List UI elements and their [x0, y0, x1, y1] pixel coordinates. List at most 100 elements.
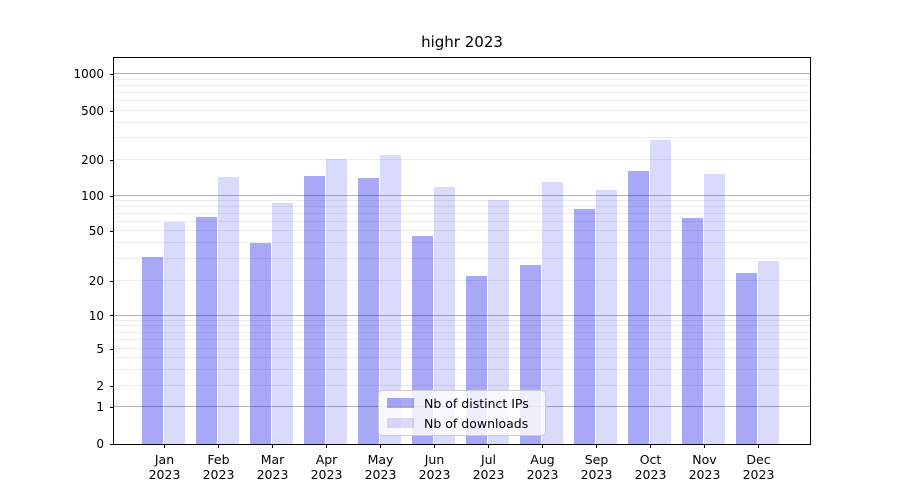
x-tick-label-mar: Mar 2023 [246, 452, 300, 482]
x-tick-mark-jul [488, 444, 489, 448]
gridline-8 [114, 325, 810, 327]
gridline-50 [114, 230, 810, 231]
x-tick-label-may: May 2023 [354, 452, 408, 482]
x-tick-year: 2023 [634, 467, 667, 482]
gridline-60 [114, 220, 810, 222]
bar-nb-of-distinct-ips-feb [195, 216, 218, 444]
y-tick-label-10: 10 [88, 308, 104, 323]
bar-nb-of-distinct-ips-sep [573, 208, 596, 444]
x-tick-mark-jan [164, 444, 165, 448]
y-tick-label-200: 200 [81, 153, 104, 167]
y-tick-label-50: 50 [88, 224, 104, 238]
x-tick-year: 2023 [148, 467, 181, 482]
y-tick-mark-0 [110, 443, 114, 445]
x-tick-year: 2023 [742, 467, 775, 482]
gridline-7 [114, 331, 810, 333]
y-tick-label-500: 500 [81, 104, 104, 118]
x-tick-label-dec: Dec 2023 [732, 452, 786, 482]
y-tick-mark-50 [110, 230, 114, 232]
y-tick-mark-200 [110, 159, 114, 161]
bar-nb-of-downloads-dec [757, 260, 780, 444]
x-tick-mark-may [380, 444, 381, 448]
gridline-70 [114, 213, 810, 214]
gridline-500 [114, 110, 810, 111]
y-tick-mark-1 [110, 406, 114, 408]
x-tick-month: Feb [207, 452, 230, 467]
bar-nb-of-downloads-may [379, 154, 402, 444]
y-tick-mark-100 [110, 195, 114, 197]
x-tick-label-jun: Jun 2023 [408, 452, 462, 482]
bar-nb-of-downloads-sep [595, 189, 618, 444]
bar-nb-of-distinct-ips-jan [141, 257, 164, 444]
gridline-5 [114, 348, 810, 349]
x-tick-month: Apr [315, 452, 338, 467]
x-tick-label-oct: Oct 2023 [624, 452, 678, 482]
x-tick-year: 2023 [310, 467, 343, 482]
bar-nb-of-distinct-ips-may [357, 178, 380, 444]
gridline-6 [114, 339, 810, 341]
y-tick-mark-5 [110, 348, 114, 350]
bar-nb-of-downloads-jan [163, 221, 186, 444]
x-tick-month: Dec [746, 452, 771, 467]
x-tick-mark-apr [326, 444, 327, 448]
x-tick-year: 2023 [472, 467, 505, 482]
chart-title: highr 2023 [421, 33, 503, 51]
x-tick-month: Jan [154, 452, 175, 467]
y-tick-label-0: 0 [96, 437, 104, 451]
gridline-900 [114, 78, 810, 80]
legend: Nb of distinct IPs Nb of downloads [378, 390, 546, 436]
y-tick-mark-500 [110, 110, 114, 112]
gridline-3 [114, 368, 810, 370]
gridline-30 [114, 257, 810, 259]
y-tick-label-1000: 1000 [73, 67, 104, 81]
x-tick-year: 2023 [256, 467, 289, 482]
y-tick-label-2: 2 [96, 379, 104, 393]
gridline-400 [114, 121, 810, 123]
x-tick-month: Sep [584, 452, 609, 467]
bar-nb-of-downloads-aug [541, 182, 564, 444]
x-tick-mark-sep [596, 444, 597, 448]
legend-label-downloads: Nb of downloads [424, 415, 529, 431]
bar-nb-of-downloads-jul [487, 200, 510, 444]
x-tick-year: 2023 [418, 467, 451, 482]
gridline-700 [114, 92, 810, 94]
bar-nb-of-downloads-jun [433, 186, 456, 444]
gridline-40 [114, 242, 810, 244]
gridline-90 [114, 200, 810, 202]
y-tick-label-20: 20 [88, 274, 104, 288]
x-tick-month: Jun [424, 452, 445, 467]
bar-nb-of-distinct-ips-dec [735, 273, 758, 444]
gridline-80 [114, 206, 810, 208]
gridline-300 [114, 137, 810, 139]
gridline-800 [114, 84, 810, 86]
bar-nb-of-downloads-feb [217, 177, 240, 444]
y-tick-label-1: 1 [96, 400, 104, 414]
bar-nb-of-distinct-ips-apr [303, 176, 326, 444]
gridline-100 [114, 195, 810, 196]
x-tick-label-feb: Feb 2023 [192, 452, 246, 482]
bar-nb-of-distinct-ips-oct [627, 170, 650, 444]
x-tick-year: 2023 [688, 467, 721, 482]
legend-swatch-distinct-ips [387, 398, 414, 408]
bar-nb-of-distinct-ips-nov [681, 217, 704, 444]
x-tick-mark-aug [542, 444, 543, 448]
gridline-9 [114, 319, 810, 321]
x-tick-mark-dec [758, 444, 759, 448]
gridline-20 [114, 280, 810, 281]
x-tick-mark-mar [272, 444, 273, 448]
x-tick-label-aug: Aug 2023 [516, 452, 570, 482]
x-tick-label-sep: Sep 2023 [570, 452, 624, 482]
y-tick-mark-1000 [110, 73, 114, 75]
gridline-2 [114, 385, 810, 386]
gridline-200 [114, 159, 810, 160]
x-tick-mark-oct [650, 444, 651, 448]
x-tick-month: Mar [260, 452, 285, 467]
x-tick-label-jul: Jul 2023 [462, 452, 516, 482]
legend-swatch-downloads [387, 418, 414, 428]
x-tick-year: 2023 [364, 467, 397, 482]
gridline-1000 [114, 73, 810, 74]
gridline-10 [114, 314, 810, 316]
x-tick-label-nov: Nov 2023 [678, 452, 732, 482]
legend-label-distinct-ips: Nb of distinct IPs [424, 395, 529, 411]
